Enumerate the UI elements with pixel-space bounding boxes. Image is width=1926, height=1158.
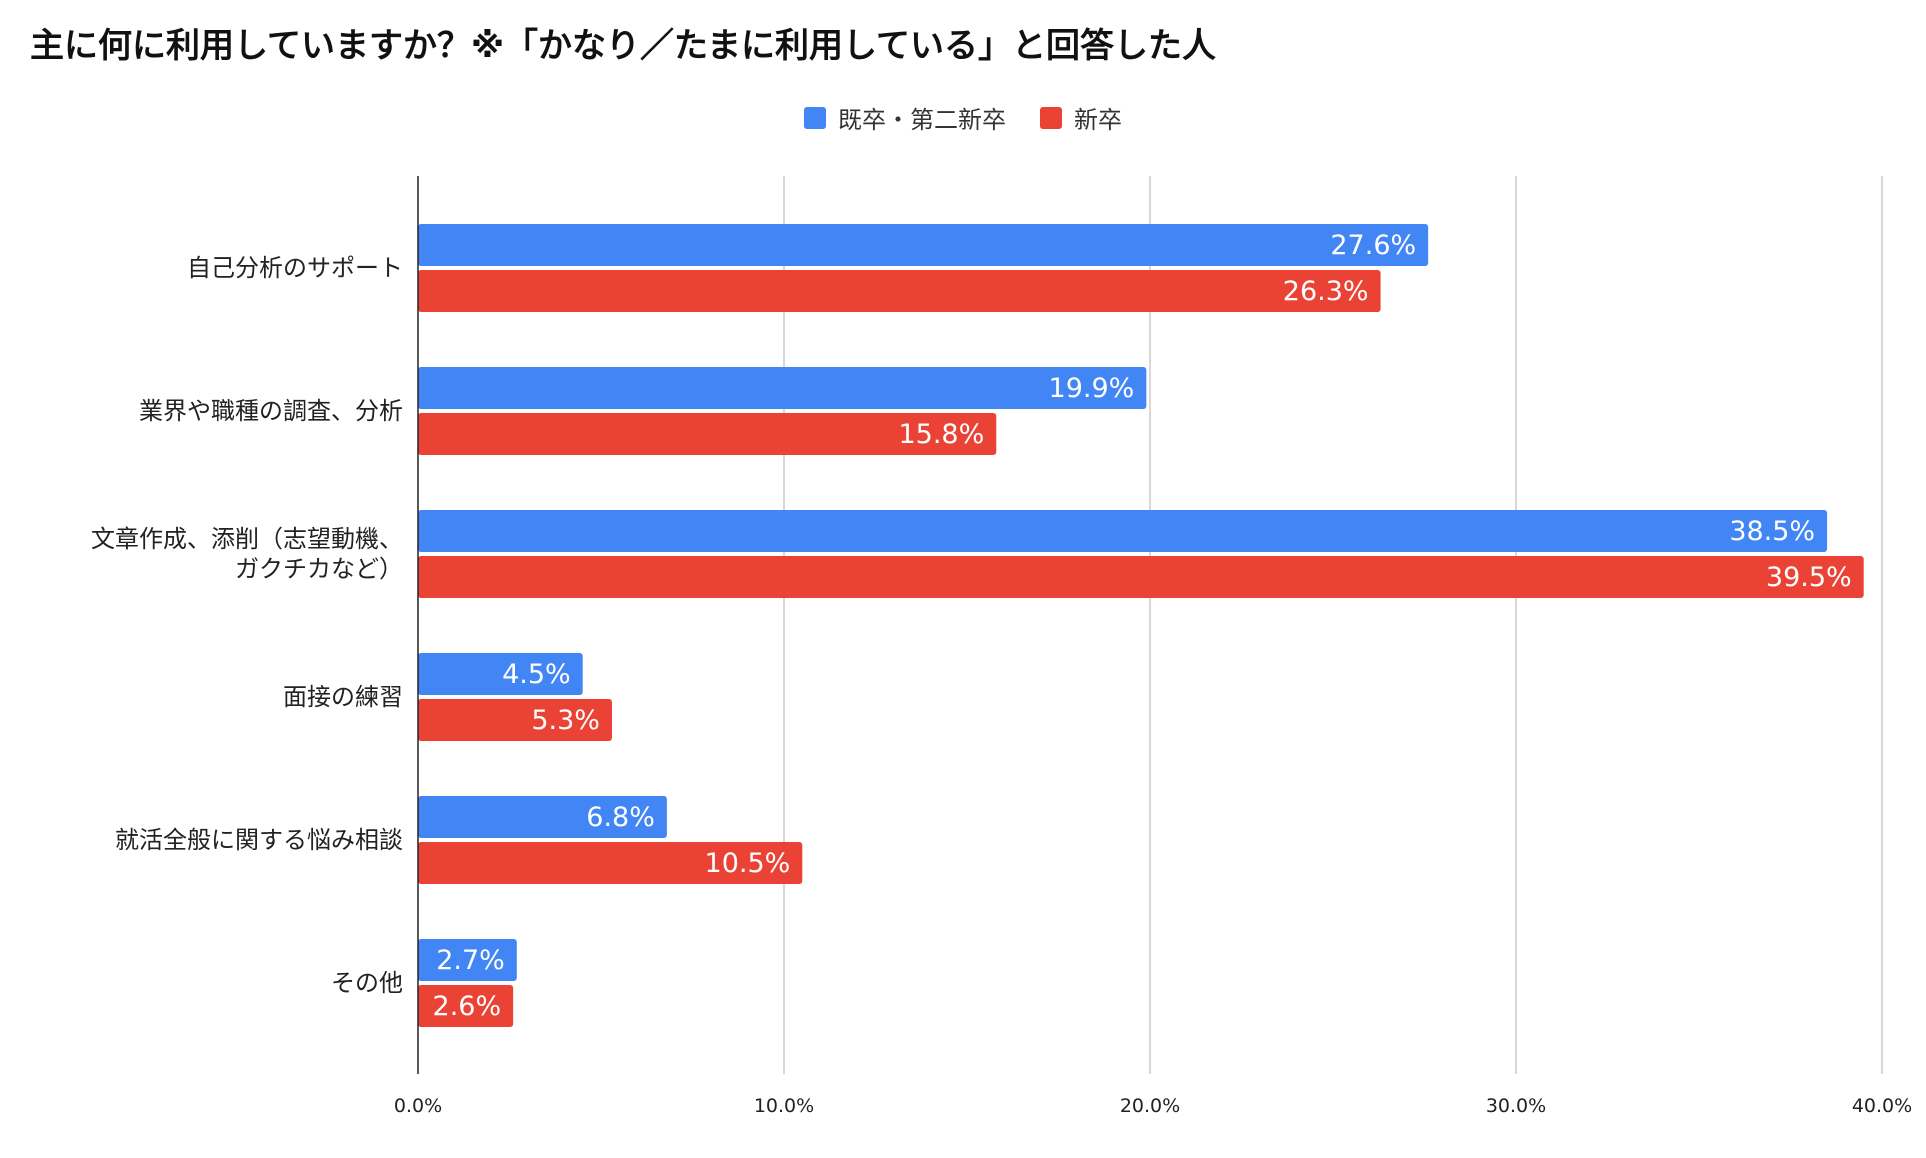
category-label: 自己分析のサポート bbox=[187, 254, 403, 282]
category-label-line: ガクチカなど） bbox=[235, 555, 403, 583]
category-label-line: 就活全般に関する悩み相談 bbox=[115, 826, 403, 854]
bar-graduates bbox=[418, 510, 1828, 552]
legend-swatch-new-graduates bbox=[1040, 106, 1062, 129]
category-label: 業界や職種の調査、分析 bbox=[139, 397, 403, 425]
x-tick-label: 10.0% bbox=[754, 1095, 814, 1117]
data-label: 10.5% bbox=[705, 848, 791, 879]
data-label: 38.5% bbox=[1729, 516, 1815, 547]
category-label-line: 自己分析のサポート bbox=[187, 254, 403, 282]
category-label-line: 面接の練習 bbox=[283, 683, 403, 711]
bar-new-graduates bbox=[418, 842, 803, 884]
data-label: 19.9% bbox=[1049, 373, 1135, 404]
bar-new-graduates bbox=[418, 556, 1864, 598]
data-label: 2.6% bbox=[433, 991, 502, 1022]
data-label: 27.6% bbox=[1330, 230, 1416, 261]
data-label: 39.5% bbox=[1766, 562, 1852, 593]
legend-label-new-graduates: 新卒 bbox=[1074, 106, 1122, 134]
legend-item-new-graduates: 新卒 bbox=[1040, 100, 1122, 135]
legend-swatch-graduates bbox=[804, 106, 826, 129]
category-label-line: その他 bbox=[331, 969, 403, 997]
category-label: 面接の練習 bbox=[283, 683, 403, 711]
bar-graduates bbox=[418, 796, 667, 838]
bar-graduates bbox=[418, 939, 517, 981]
bar-new-graduates bbox=[418, 270, 1381, 312]
bar-new-graduates bbox=[418, 699, 612, 741]
bar-graduates bbox=[418, 224, 1429, 266]
category-label-line: 業界や職種の調査、分析 bbox=[139, 397, 403, 425]
legend: 既卒・第二新卒 新卒 bbox=[0, 100, 1926, 135]
x-tick-label: 0.0% bbox=[394, 1095, 442, 1117]
x-tick-label: 20.0% bbox=[1120, 1095, 1180, 1117]
bar-new-graduates bbox=[418, 413, 997, 455]
category-label: 就活全般に関する悩み相談 bbox=[115, 826, 403, 854]
bar-graduates bbox=[418, 653, 583, 695]
category-label: 文章作成、添削（志望動機、ガクチカなど） bbox=[91, 525, 403, 583]
data-label: 6.8% bbox=[586, 802, 655, 833]
x-tick-label: 30.0% bbox=[1486, 1095, 1546, 1117]
data-label: 2.7% bbox=[436, 945, 505, 976]
category-label-line: 文章作成、添削（志望動機、 bbox=[91, 525, 403, 553]
data-label: 4.5% bbox=[502, 659, 571, 690]
data-label: 5.3% bbox=[531, 705, 600, 736]
category-label: その他 bbox=[331, 969, 403, 997]
data-label: 26.3% bbox=[1283, 276, 1369, 307]
legend-item-graduates: 既卒・第二新卒 bbox=[804, 100, 1006, 135]
x-tick-label: 40.0% bbox=[1852, 1095, 1912, 1117]
data-label: 15.8% bbox=[898, 419, 984, 450]
bar-new-graduates bbox=[418, 985, 514, 1027]
bar-graduates bbox=[418, 367, 1147, 409]
chart-title: 主に何に利用していますか？※「かなり／たまに利用している」と回答した人 bbox=[30, 26, 1216, 66]
legend-label-graduates: 既卒・第二新卒 bbox=[838, 106, 1006, 134]
